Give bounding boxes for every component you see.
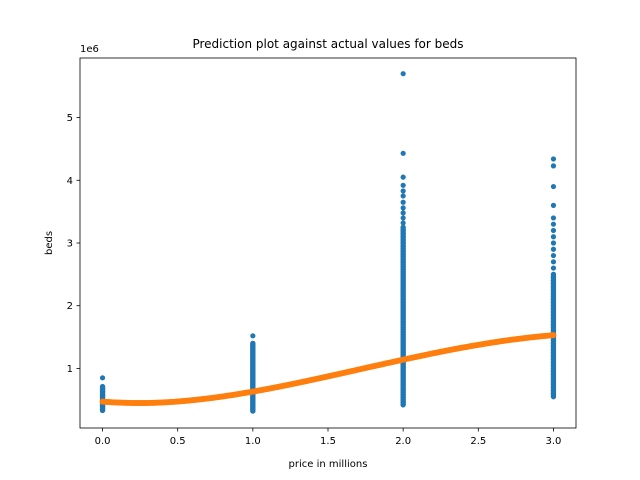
x-tick-label: 1.0 <box>245 436 261 447</box>
actual-point <box>99 375 106 381</box>
actual-point <box>400 215 406 221</box>
actual-point <box>550 252 557 259</box>
chart-title: Prediction plot against actual values fo… <box>192 37 463 51</box>
actual-point <box>550 234 557 240</box>
actual-point <box>400 71 406 77</box>
actual-point <box>550 227 557 234</box>
axes: 0.0 0.5 1.0 1.5 2.0 2.5 3.0 1 2 3 4 5 <box>67 57 577 447</box>
actual-point <box>550 259 557 265</box>
x-tick-label: 0.0 <box>95 436 111 447</box>
x-tick-label: 3.0 <box>546 436 562 447</box>
x-tick-label: 2.5 <box>470 436 486 447</box>
x-tick-label: 1.5 <box>320 436 336 447</box>
actual-point <box>550 163 557 169</box>
actual-point <box>550 183 557 190</box>
actual-point <box>400 174 406 180</box>
actual-point <box>400 150 406 156</box>
actual-point <box>400 199 406 205</box>
actual-point <box>400 193 406 199</box>
y-tick-label: 1 <box>67 364 73 375</box>
actual-point <box>550 215 557 221</box>
y-axis-label: beds <box>44 231 55 255</box>
y-tick-label: 5 <box>67 113 73 124</box>
y-tick-label: 2 <box>67 301 73 312</box>
x-tick-label: 0.5 <box>170 436 186 447</box>
actual-point <box>550 265 557 271</box>
x-axis-label: price in millions <box>289 459 368 470</box>
actual-point <box>400 210 406 216</box>
actual-point <box>400 188 406 194</box>
plot-area <box>80 58 576 428</box>
actual-point <box>400 205 406 211</box>
data-points <box>99 71 557 414</box>
actual-point <box>550 221 557 227</box>
actual-point <box>400 182 406 188</box>
actual-point <box>550 156 557 162</box>
x-tick-label: 2.0 <box>395 436 411 447</box>
y-offset-label: 1e6 <box>80 44 99 55</box>
actual-point <box>550 240 557 246</box>
y-tick-label: 4 <box>67 176 73 187</box>
actual-point <box>550 202 557 208</box>
actual-point <box>400 220 406 226</box>
y-tick-label: 3 <box>67 239 73 250</box>
actual-point <box>550 246 557 252</box>
actual-point <box>250 333 256 339</box>
predicted-point <box>550 332 557 339</box>
